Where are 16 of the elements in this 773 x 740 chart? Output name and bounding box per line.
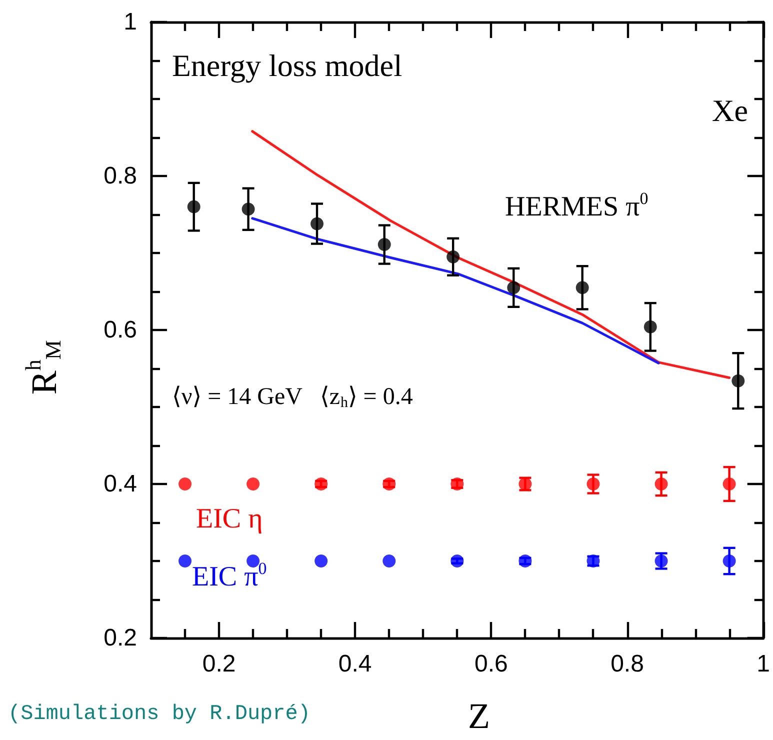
x-tick-label: 0.6 (474, 650, 508, 678)
series-label: EIC η (196, 504, 263, 534)
y-tick-label: 1 (124, 8, 137, 36)
x-tick-label: 1 (756, 650, 770, 678)
annotation: Energy loss model (172, 48, 402, 83)
x-axis-title: Z (468, 696, 490, 736)
y-tick-label: 0.4 (104, 470, 137, 498)
x-tick-label: 0.4 (338, 650, 372, 678)
annotation: Xe (712, 93, 748, 128)
y-tick-label: 0.8 (104, 162, 137, 190)
y-tick-label: 0.6 (104, 316, 137, 344)
y-tick-label: 0.2 (104, 624, 137, 652)
x-tick-label: 0.8 (610, 650, 644, 678)
y-axis-title: RhM (20, 340, 66, 395)
x-tick-label: 0.2 (202, 650, 236, 678)
text: (Simulations by R.Dupré) (8, 703, 310, 726)
